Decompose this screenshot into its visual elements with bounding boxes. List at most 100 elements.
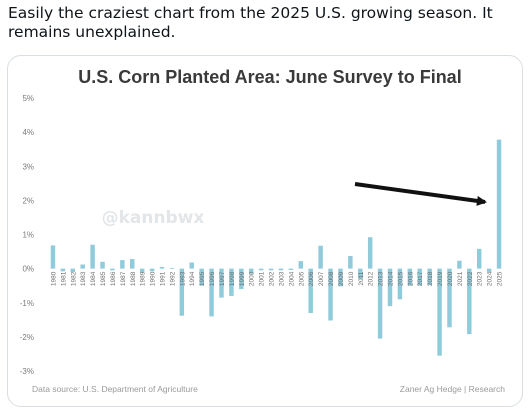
x-tick-label: 1999 (239, 271, 246, 286)
x-tick-label: 1992 (169, 271, 176, 286)
x-tick-label: 2005 (298, 271, 305, 286)
bar-2020 (447, 268, 452, 328)
bar-2004 (288, 268, 294, 270)
source-note: Data source: U.S. Department of Agricult… (32, 384, 198, 394)
bar-2008 (328, 268, 333, 321)
bar-2014 (387, 268, 393, 307)
x-tick-label: 2017 (417, 271, 424, 286)
corn-area-chart: U.S. Corn Planted Area: June Survey to F… (20, 67, 506, 394)
x-tick-label: 1980 (50, 271, 57, 286)
x-tick-label: 2001 (259, 271, 266, 286)
y-tick-label: 5% (22, 94, 34, 103)
bar-1981 (60, 268, 66, 272)
x-tick-label: 2000 (249, 271, 256, 286)
x-tick-label: 1987 (120, 271, 127, 286)
x-tick-label: 2010 (348, 271, 355, 286)
x-tick-label: 1998 (229, 271, 236, 286)
watermark: @kannbwx (102, 208, 205, 228)
x-tick-label: 2014 (388, 271, 395, 286)
x-tick-label: 2024 (487, 271, 494, 286)
x-tick-label: 1982 (70, 271, 77, 286)
x-tick-label: 2023 (477, 271, 484, 286)
bar-2017 (417, 268, 422, 286)
bar-1995 (199, 268, 204, 286)
bar-2003 (278, 268, 284, 271)
x-tick-label: 1997 (219, 271, 226, 286)
bar-1988 (130, 259, 135, 269)
x-tick-label: 2011 (358, 271, 365, 285)
x-tick-label: 2021 (457, 271, 464, 286)
x-tick-label: 2016 (407, 271, 414, 286)
x-tick-label: 2025 (497, 271, 504, 286)
x-tick-label: 1991 (160, 271, 167, 286)
bar-1987 (120, 260, 125, 269)
bar-2023 (476, 248, 482, 269)
x-tick-label: 1984 (90, 271, 97, 286)
bar-1992 (169, 267, 175, 269)
y-tick-label: 4% (22, 128, 34, 137)
bar-1985 (100, 261, 105, 269)
x-tick-label: 2009 (338, 271, 345, 286)
x-tick-label: 2003 (278, 271, 285, 286)
y-tick-label: 3% (22, 162, 34, 171)
bar-1980 (50, 245, 56, 269)
x-tick-label: 1990 (150, 271, 157, 286)
bar-1982 (70, 268, 76, 273)
y-tick-label: -3% (20, 367, 34, 376)
chart-card[interactable]: U.S. Corn Planted Area: June Survey to F… (7, 55, 523, 407)
bar-2016 (407, 268, 413, 286)
bar-2013 (377, 268, 383, 339)
post-text: Easily the craziest chart from the 2025 … (8, 4, 493, 41)
x-tick-label: 1983 (80, 271, 87, 286)
bar-1999 (239, 268, 244, 290)
bar-1994 (189, 262, 194, 269)
x-tick-label: 2007 (318, 271, 325, 286)
bar-2024 (486, 268, 492, 273)
x-tick-label: 1995 (199, 271, 206, 286)
y-tick-label: -1% (20, 299, 34, 308)
x-tick-label: 2006 (308, 271, 315, 286)
x-tick-label: 2008 (328, 271, 335, 286)
bar-2000 (248, 268, 254, 274)
bar-2006 (308, 268, 313, 313)
bar-2009 (338, 268, 343, 287)
x-tick-label: 2012 (368, 271, 375, 286)
x-tick-label: 2002 (269, 271, 276, 286)
y-tick-label: 0% (22, 265, 34, 274)
bar-2022 (467, 268, 472, 335)
bar-1984 (90, 244, 95, 269)
y-tick-label: 2% (22, 196, 34, 205)
x-tick-label: 1988 (130, 271, 137, 286)
y-tick-label: -2% (20, 333, 34, 342)
bar-1996 (209, 268, 214, 317)
bar-2010 (348, 256, 353, 269)
x-tick-label: 2020 (447, 271, 454, 286)
x-tick-label: 1994 (189, 271, 196, 286)
annotation-arrow (354, 182, 487, 206)
x-tick-label: 2022 (467, 271, 474, 286)
credit-note: Zaner Ag Hedge | Research (400, 384, 505, 394)
x-tick-label: 2018 (427, 271, 434, 286)
bar-2005 (298, 261, 304, 269)
x-tick-label: 2013 (378, 271, 385, 286)
bar-1993 (179, 268, 185, 316)
bar-2021 (457, 260, 462, 269)
bar-2002 (268, 268, 274, 271)
bar-2025 (496, 139, 502, 269)
bar-1990 (149, 268, 155, 272)
bar-1998 (229, 268, 234, 296)
bar-2015 (397, 268, 403, 300)
bar-1983 (80, 264, 85, 269)
x-tick-label: 2015 (397, 271, 404, 286)
x-tick-label: 1996 (209, 271, 216, 286)
x-tick-label: 1986 (110, 271, 117, 286)
bar-2019 (437, 268, 442, 356)
x-tick-label: 1985 (100, 271, 107, 286)
chart-title: U.S. Corn Planted Area: June Survey to F… (78, 67, 461, 87)
bar-2001 (258, 268, 264, 271)
bar-1986 (110, 268, 115, 271)
bar-2011 (358, 268, 363, 279)
bar-1989 (139, 268, 145, 273)
x-tick-label: 1981 (60, 271, 67, 286)
bar-2018 (427, 268, 432, 286)
